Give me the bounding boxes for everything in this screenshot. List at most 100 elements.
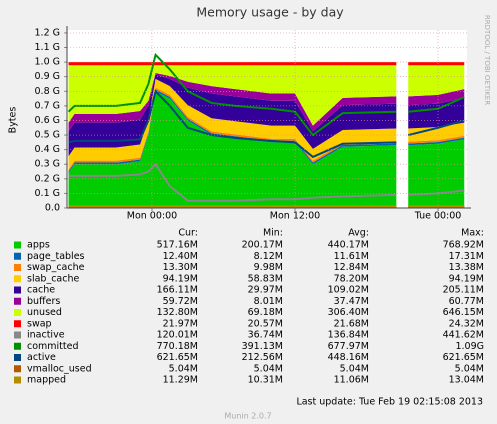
legend-stat: 20.57M — [248, 318, 283, 329]
stat-header: Cur: — [178, 228, 198, 239]
y-tick-label: 1.0 G — [35, 57, 61, 68]
legend-swatch — [14, 354, 21, 361]
legend-stat: 646.15M — [443, 307, 484, 318]
y-tick-label: 0.7 G — [35, 100, 61, 111]
legend-swatch — [14, 376, 21, 384]
legend-label: mapped — [27, 375, 66, 386]
legend-label: vmalloc_used — [27, 363, 92, 374]
legend-stat: 10.31M — [248, 375, 283, 386]
legend-swatch — [14, 320, 21, 328]
legend-stat: 441.62M — [443, 330, 484, 341]
legend-stat: 5.04M — [169, 363, 198, 374]
y-tick-label: 0.2 G — [35, 173, 61, 184]
legend-label: slab_cache — [27, 273, 79, 284]
area — [68, 91, 465, 208]
legend-stat: 136.84M — [328, 330, 369, 341]
legend-label: buffers — [27, 296, 60, 307]
legend-swatch — [14, 365, 21, 373]
legend-label: unused — [27, 307, 62, 318]
legend-stat: 13.38M — [449, 262, 484, 273]
area — [68, 74, 465, 157]
legend-stat: 59.72M — [163, 296, 198, 307]
version: Munin 2.0.7 — [224, 412, 271, 421]
legend-swatch — [14, 252, 21, 260]
legend-stat: 770.18M — [157, 341, 198, 352]
legend-label: page_tables — [27, 251, 85, 262]
legend-label: swap_cache — [27, 262, 85, 273]
stat-header: Avg: — [348, 228, 369, 239]
legend-swatch — [14, 297, 21, 305]
area — [68, 62, 465, 66]
legend-stat: 13.30M — [163, 262, 198, 273]
legend-stat: 60.77M — [449, 296, 484, 307]
legend-label: active — [27, 352, 56, 363]
y-tick-label: 0.5 G — [35, 130, 61, 141]
legend-stat: 12.84M — [334, 262, 369, 273]
legend-stat: 166.11M — [157, 285, 198, 296]
y-tick-label: 0.4 G — [35, 144, 61, 155]
legend-stat: 58.83M — [248, 273, 283, 284]
y-axis-label: Bytes — [8, 107, 19, 134]
legend-stat: 8.12M — [254, 251, 283, 262]
y-tick-label: 0.1 G — [35, 188, 61, 199]
stat-header: Min: — [263, 228, 283, 239]
legend-stat: 200.17M — [242, 240, 283, 251]
legend-stat: 5.04M — [254, 363, 283, 374]
stat-header: Max: — [461, 228, 484, 239]
legend-stat: 440.17M — [328, 240, 369, 251]
legend-swatch — [14, 342, 21, 350]
chart-title: Memory usage - by day — [196, 5, 344, 20]
legend-stat: 8.01M — [254, 296, 283, 307]
legend-stat: 17.31M — [449, 251, 484, 262]
y-tick-label: 1.2 G — [35, 27, 61, 38]
legend-stat: 37.47M — [334, 296, 369, 307]
legend-label: apps — [27, 240, 50, 251]
legend-swatch — [14, 264, 21, 271]
y-tick-label: 0.0 — [45, 203, 60, 214]
legend-stat: 24.32M — [449, 318, 484, 329]
legend-label: committed — [27, 341, 79, 352]
legend-stat: 109.02M — [328, 285, 369, 296]
legend-stat: 5.04M — [340, 363, 369, 374]
legend-stat: 1.09G — [455, 341, 484, 352]
legend-swatch — [14, 241, 21, 249]
area — [68, 73, 465, 132]
footer: Last update: Tue Feb 19 02:15:08 2013 — [296, 397, 483, 408]
legend-stat: 768.92M — [443, 240, 484, 251]
legend-stat: 621.65M — [157, 352, 198, 363]
legend-stat: 69.18M — [248, 307, 283, 318]
legend-stat: 11.06M — [334, 375, 369, 386]
legend-label: inactive — [27, 330, 65, 341]
x-tick-label: Mon 00:00 — [127, 211, 177, 222]
legend-stat: 120.01M — [157, 330, 198, 341]
legend-stat: 391.13M — [242, 341, 283, 352]
y-tick-label: 0.9 G — [35, 71, 61, 82]
legend-label: cache — [27, 285, 55, 296]
legend-stat: 448.16M — [328, 352, 369, 363]
legend-stat: 621.65M — [443, 352, 484, 363]
legend-swatch — [14, 275, 21, 283]
legend-swatch — [14, 309, 21, 316]
legend-stat: 205.11M — [443, 285, 484, 296]
legend-stat: 21.97M — [163, 318, 198, 329]
y-tick-label: 0.8 G — [35, 86, 61, 97]
x-tick-label: Tue 00:00 — [414, 211, 462, 222]
y-tick-label: 0.3 G — [35, 159, 61, 170]
legend-swatch — [14, 331, 21, 339]
y-tick-label: 1.1 G — [35, 42, 61, 53]
x-tick-label: Mon 12:00 — [270, 211, 320, 222]
legend-stat: 78.20M — [334, 273, 369, 284]
line — [68, 89, 465, 159]
y-tick-label: 0.6 G — [35, 115, 61, 126]
legend-stat: 94.19M — [163, 273, 198, 284]
legend-stat: 212.56M — [242, 352, 283, 363]
legend-stat: 306.40M — [328, 307, 369, 318]
legend-stat: 21.68M — [334, 318, 369, 329]
side-text: RRDTOOL / TOBI OETIKER — [483, 15, 491, 105]
legend-stat: 677.97M — [328, 341, 369, 352]
legend-label: swap — [27, 318, 52, 329]
legend-stat: 36.74M — [248, 330, 283, 341]
legend-stat: 132.80M — [157, 307, 198, 318]
legend-swatch — [14, 286, 21, 294]
